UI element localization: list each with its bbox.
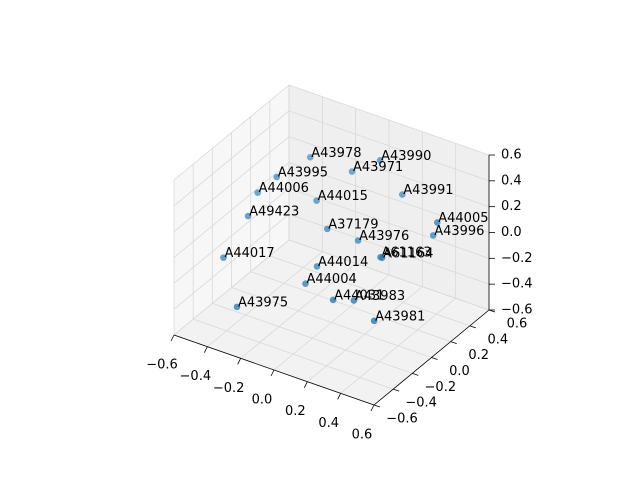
point bbox=[429, 232, 437, 239]
point-label: A61163 bbox=[381, 246, 431, 261]
grid-line bbox=[173, 110, 290, 207]
grid-line bbox=[288, 136, 490, 208]
y-tick-label: 0.2 bbox=[468, 348, 489, 363]
x-tick bbox=[337, 393, 342, 400]
point-label: A44015 bbox=[318, 189, 368, 204]
grid-line bbox=[231, 287, 432, 358]
point bbox=[233, 303, 241, 311]
point-label: A44006 bbox=[259, 181, 309, 196]
point-label: A44014 bbox=[318, 255, 368, 270]
point bbox=[273, 173, 281, 181]
y-tick bbox=[450, 341, 457, 345]
x-tick bbox=[203, 346, 208, 353]
y-tick-label: −0.6 bbox=[386, 412, 418, 427]
point-label: A37179 bbox=[328, 217, 378, 232]
x-tick-label: 0.4 bbox=[318, 416, 339, 431]
point-label: A43990 bbox=[381, 149, 431, 164]
point bbox=[376, 156, 384, 164]
x-tick-label: −0.6 bbox=[146, 358, 178, 373]
point-label: A44017 bbox=[224, 246, 274, 261]
point bbox=[398, 191, 406, 198]
point bbox=[329, 296, 337, 304]
x-axis-line bbox=[173, 334, 375, 406]
point-label: A43981 bbox=[375, 309, 425, 324]
point bbox=[433, 219, 441, 226]
y-tick-label: −0.2 bbox=[425, 380, 457, 395]
grid-line bbox=[173, 239, 290, 336]
x-tick bbox=[237, 358, 242, 365]
point bbox=[348, 168, 356, 175]
point bbox=[323, 225, 331, 233]
x-tick bbox=[303, 381, 308, 388]
point-label: A43976 bbox=[359, 229, 409, 244]
point bbox=[378, 254, 386, 262]
y-tick bbox=[412, 372, 419, 376]
y-tick bbox=[373, 404, 381, 408]
z-tick-label: 0.6 bbox=[501, 148, 522, 163]
grid-line bbox=[173, 84, 290, 181]
x-tick-label: 0.2 bbox=[285, 404, 306, 419]
grid-line bbox=[173, 162, 290, 258]
grid-line bbox=[173, 213, 290, 310]
point bbox=[354, 237, 362, 244]
point bbox=[350, 297, 358, 304]
grid-line bbox=[288, 84, 490, 156]
grid-line bbox=[173, 136, 290, 232]
point bbox=[254, 189, 261, 196]
point bbox=[370, 317, 378, 325]
z-tick-label: −0.2 bbox=[501, 251, 533, 266]
x-tick-label: 0.0 bbox=[252, 393, 273, 408]
grid-line bbox=[288, 213, 490, 285]
x-tick-label: −0.4 bbox=[180, 369, 212, 384]
point-label: A43978 bbox=[311, 146, 361, 161]
point-label: A61164 bbox=[383, 246, 433, 261]
grid-line bbox=[212, 302, 413, 374]
x-tick bbox=[270, 369, 275, 377]
point-label: A49423 bbox=[249, 205, 299, 220]
z-tick-label: 0.4 bbox=[501, 173, 522, 188]
point-label: A43996 bbox=[434, 224, 484, 239]
point-label: A43983 bbox=[355, 289, 405, 304]
grid-line bbox=[250, 271, 451, 343]
point-label: A44005 bbox=[438, 211, 488, 226]
y-tick-label: 0.0 bbox=[449, 364, 470, 379]
grid-line bbox=[288, 187, 490, 259]
point-label: A44031 bbox=[334, 288, 384, 303]
y-tick-label: 0.4 bbox=[487, 332, 508, 347]
y-tick bbox=[393, 388, 400, 392]
point-label: A43995 bbox=[278, 166, 328, 181]
point bbox=[306, 153, 314, 161]
grid-line bbox=[269, 255, 470, 327]
point bbox=[244, 212, 252, 220]
point-label: A43971 bbox=[353, 160, 403, 175]
point bbox=[313, 263, 321, 270]
x-tick bbox=[370, 404, 375, 412]
point-label: A44004 bbox=[307, 272, 357, 287]
point bbox=[220, 254, 227, 261]
point bbox=[302, 280, 309, 287]
x-tick bbox=[170, 334, 175, 342]
x-tick-label: 0.6 bbox=[352, 428, 373, 443]
y-tick bbox=[469, 325, 476, 329]
y-tick-label: 0.6 bbox=[507, 317, 528, 332]
y-tick bbox=[431, 357, 438, 360]
grid-line bbox=[193, 318, 394, 390]
z-tick-label: −0.4 bbox=[501, 277, 533, 292]
y-tick-label: −0.4 bbox=[405, 396, 437, 411]
grid-line bbox=[288, 162, 490, 233]
grid-line bbox=[288, 239, 490, 311]
z-tick-label: 0.2 bbox=[501, 199, 522, 214]
z-tick-label: 0.0 bbox=[501, 225, 522, 240]
point-label: A43991 bbox=[403, 183, 453, 198]
point bbox=[313, 197, 320, 204]
z-tick-label: −0.6 bbox=[501, 303, 533, 318]
grid-line bbox=[173, 188, 290, 284]
grid-line bbox=[288, 110, 490, 182]
x-tick-label: −0.2 bbox=[213, 381, 245, 396]
y-axis-line bbox=[373, 309, 490, 406]
point-label: A43975 bbox=[238, 295, 288, 310]
